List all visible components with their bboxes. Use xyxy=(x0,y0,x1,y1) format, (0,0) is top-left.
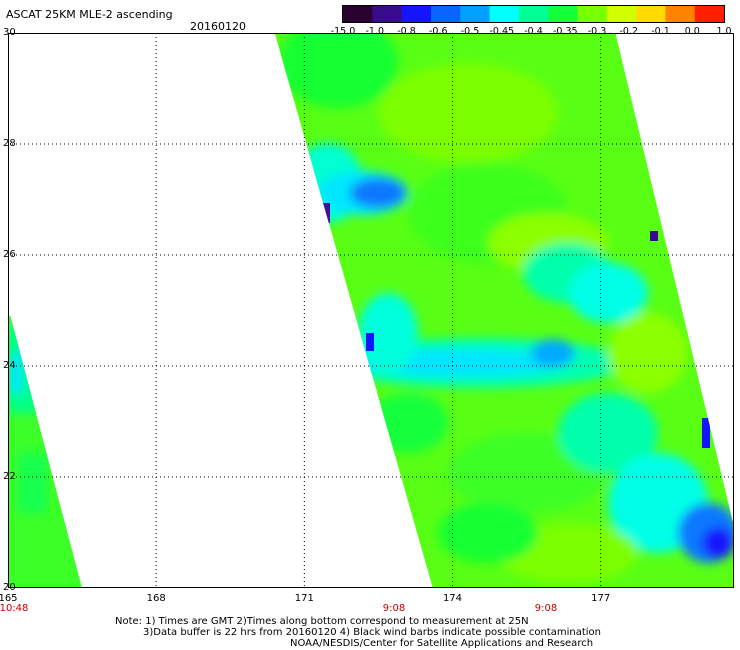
latitude-label: 30 xyxy=(3,27,16,38)
color-scale-swatch xyxy=(694,6,724,22)
color-scale-label: -0.3 xyxy=(587,26,607,37)
color-scale-swatch xyxy=(665,6,696,22)
color-scale-label: -0.1 xyxy=(651,26,670,37)
color-scale-label: 1.0 xyxy=(716,26,732,37)
color-scale-swatch xyxy=(518,6,549,22)
color-scale-label: 0.0 xyxy=(684,26,700,37)
lat-lon-grid xyxy=(8,33,734,588)
color-scale-label: -0.5 xyxy=(460,26,480,37)
latitude-label: 28 xyxy=(3,138,16,149)
note-line-1: Note: 1) Times are GMT 2)Times along bot… xyxy=(115,616,529,627)
longitude-label: 165 xyxy=(0,593,18,604)
color-scale-label: -0.2 xyxy=(619,26,639,37)
west-swath xyxy=(8,316,83,588)
latitude-label: 24 xyxy=(3,360,16,371)
pass-time-label: 10:48 xyxy=(0,603,29,614)
latitude-label: 22 xyxy=(3,471,16,482)
pass-time-label: 9:08 xyxy=(534,603,558,614)
color-scale-label: -0.6 xyxy=(428,26,448,37)
color-scale-swatch xyxy=(577,6,608,22)
map-date: 20160120 xyxy=(190,20,246,33)
color-scale-label: -15.0 xyxy=(330,26,356,37)
wind-data-map xyxy=(8,33,734,588)
map-title: ASCAT 25KM MLE-2 ascending xyxy=(6,8,173,21)
color-scale-label: -0.4 xyxy=(524,26,543,37)
longitude-label: 177 xyxy=(591,593,611,604)
pass-time-label: 9:08 xyxy=(382,603,406,614)
color-scale-bar xyxy=(342,5,725,23)
color-scale-label: -0.35 xyxy=(552,26,578,37)
color-scale-label: -1.0 xyxy=(365,26,385,37)
color-scale-label: -0.45 xyxy=(489,26,515,37)
note-line-3: NOAA/NESDIS/Center for Satellite Applica… xyxy=(290,638,594,649)
color-scale-swatch xyxy=(489,6,520,22)
color-scale-label: -0.8 xyxy=(397,26,416,37)
color-scale-swatch xyxy=(401,6,432,22)
latitude-label: 20 xyxy=(3,582,16,593)
latitude-label: 26 xyxy=(3,249,16,260)
main-swath xyxy=(274,33,734,588)
note-line-2: 3)Data buffer is 22 hrs from 20160120 4)… xyxy=(143,627,601,638)
color-scale-swatch xyxy=(636,6,666,22)
color-scale-swatch xyxy=(372,6,403,22)
color-scale-swatch xyxy=(606,6,637,22)
longitude-label: 174 xyxy=(442,593,463,604)
color-scale-swatch xyxy=(548,6,579,22)
color-scale-swatch xyxy=(430,6,461,22)
longitude-label: 168 xyxy=(146,593,166,604)
color-scale-swatch xyxy=(460,6,491,22)
color-scale-swatch xyxy=(343,6,373,22)
longitude-label: 171 xyxy=(294,593,314,604)
